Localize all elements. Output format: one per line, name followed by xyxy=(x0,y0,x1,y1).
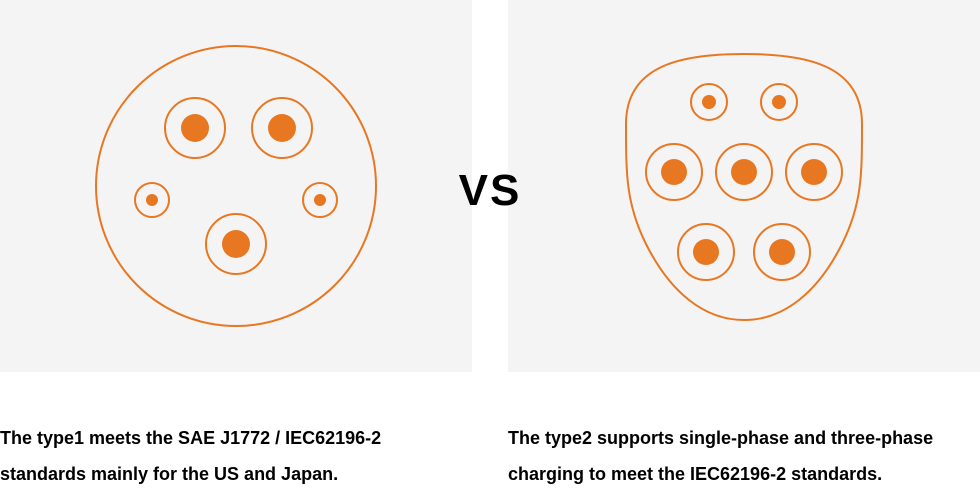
panel-row: VS xyxy=(0,0,980,372)
caption-type2: The type2 supports single-phase and thre… xyxy=(508,420,980,492)
panel-type2 xyxy=(508,0,980,372)
type1-connector-diagram xyxy=(0,0,472,372)
panel-type1 xyxy=(0,0,472,372)
vs-label: VS xyxy=(459,166,522,216)
type2-connector-diagram xyxy=(508,0,980,372)
caption-type1: The type1 meets the SAE J1772 / IEC62196… xyxy=(0,420,472,492)
caption-row: The type1 meets the SAE J1772 / IEC62196… xyxy=(0,420,980,492)
comparison-container: VS The type1 meets the SAE J1772 / IEC62… xyxy=(0,0,980,492)
